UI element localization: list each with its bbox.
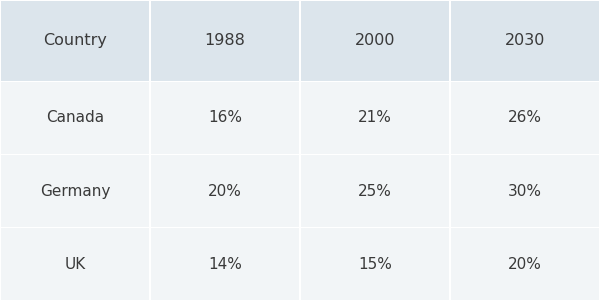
- Text: 16%: 16%: [208, 110, 242, 126]
- Bar: [451, 1, 599, 81]
- Text: 15%: 15%: [358, 257, 392, 272]
- Text: Canada: Canada: [46, 110, 104, 126]
- Bar: [151, 82, 299, 154]
- Text: 2000: 2000: [355, 33, 395, 48]
- Text: Country: Country: [43, 33, 107, 48]
- Text: 26%: 26%: [508, 110, 542, 126]
- Text: 20%: 20%: [208, 184, 242, 199]
- Bar: [151, 1, 299, 81]
- Bar: [451, 82, 599, 154]
- Bar: [451, 228, 599, 300]
- Bar: [301, 155, 449, 227]
- Text: 21%: 21%: [358, 110, 392, 126]
- Text: 2030: 2030: [505, 33, 545, 48]
- Text: UK: UK: [64, 257, 86, 272]
- Bar: [451, 155, 599, 227]
- Text: 30%: 30%: [508, 184, 542, 199]
- Bar: [1, 155, 149, 227]
- Bar: [301, 82, 449, 154]
- Text: 25%: 25%: [358, 184, 392, 199]
- Bar: [301, 228, 449, 300]
- Bar: [1, 1, 149, 81]
- Bar: [151, 155, 299, 227]
- Bar: [151, 228, 299, 300]
- Text: 20%: 20%: [508, 257, 542, 272]
- Bar: [301, 1, 449, 81]
- Bar: [1, 82, 149, 154]
- Bar: [1, 228, 149, 300]
- Text: 14%: 14%: [208, 257, 242, 272]
- Text: Germany: Germany: [40, 184, 110, 199]
- Text: 1988: 1988: [205, 33, 245, 48]
